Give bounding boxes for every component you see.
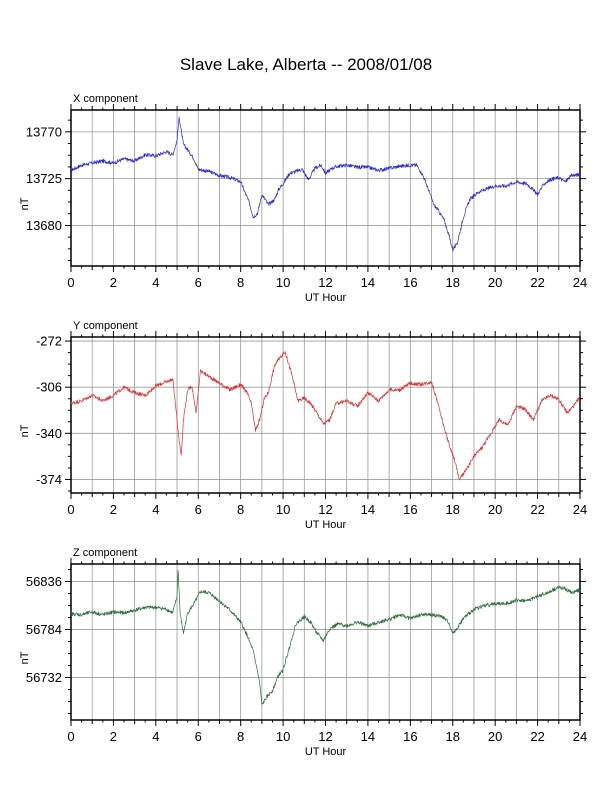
series-line-x [70,116,581,252]
x-tick-label: 8 [237,275,244,290]
x-tick-label: 24 [573,729,587,744]
x-tick-label: 24 [573,275,587,290]
x-axis-label: UT Hour [305,519,347,531]
x-tick-label: 4 [152,502,159,517]
x-tick-label: 14 [361,275,375,290]
series-line-z [70,569,581,705]
x-tick-label: 0 [67,502,74,517]
y-tick-label: -374 [36,472,62,487]
x-tick-label: 2 [110,275,117,290]
y-axis-label: nT [19,197,31,210]
y-axis-label: nT [19,424,31,437]
y-tick-label: 13680 [26,218,62,233]
x-tick-label: 6 [195,729,202,744]
y-tick-label: 56784 [26,622,62,637]
y-tick-label: 56732 [26,670,62,685]
x-tick-label: 12 [318,502,332,517]
x-tick-label: 22 [530,729,544,744]
y-tick-label: 56836 [26,574,62,589]
x-axis-label: UT Hour [305,746,347,758]
x-tick-label: 22 [530,502,544,517]
x-tick-label: 2 [110,502,117,517]
x-tick-label: 20 [488,502,502,517]
x-tick-label: 18 [446,729,460,744]
x-tick-label: 24 [573,502,587,517]
x-tick-label: 16 [403,729,417,744]
x-tick-label: 16 [403,275,417,290]
x-tick-label: 12 [318,729,332,744]
x-tick-label: 22 [530,275,544,290]
x-tick-label: 4 [152,729,159,744]
x-tick-label: 2 [110,729,117,744]
x-tick-label: 10 [276,502,290,517]
x-tick-label: 0 [67,275,74,290]
x-tick-label: 10 [276,275,290,290]
panel-title: Y component [73,320,138,332]
x-tick-label: 20 [488,275,502,290]
x-tick-label: 20 [488,729,502,744]
chart-title: Slave Lake, Alberta -- 2008/01/08 [179,55,433,74]
x-tick-label: 0 [67,729,74,744]
y-tick-label: 13725 [26,171,62,186]
series-line-y [70,351,581,481]
y-tick-label: 13770 [26,124,62,139]
x-tick-label: 8 [237,729,244,744]
x-tick-label: 10 [276,729,290,744]
y-tick-label: -272 [36,334,62,349]
x-tick-label: 6 [195,275,202,290]
x-tick-label: 18 [446,275,460,290]
x-tick-label: 12 [318,275,332,290]
x-tick-label: 16 [403,502,417,517]
x-tick-label: 14 [361,729,375,744]
y-tick-label: -306 [36,380,62,395]
x-tick-label: 8 [237,502,244,517]
x-tick-label: 4 [152,275,159,290]
x-tick-label: 6 [195,502,202,517]
y-axis-label: nT [19,651,31,664]
y-tick-label: -340 [36,426,62,441]
x-tick-label: 14 [361,502,375,517]
x-tick-label: 18 [446,502,460,517]
x-axis-label: UT Hour [305,292,347,304]
panel-title: X component [73,93,138,105]
panel-title: Z component [73,547,137,559]
